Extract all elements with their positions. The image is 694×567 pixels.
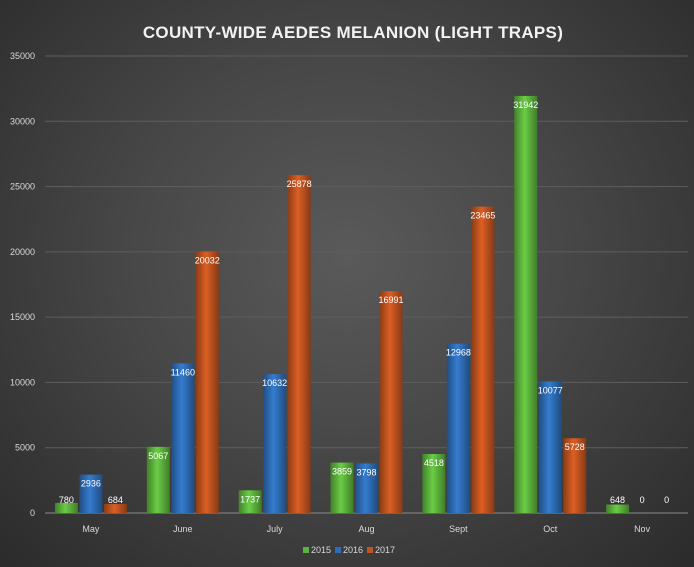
bar-2015-may [54, 502, 78, 513]
legend: 2015 2016 2017 [303, 545, 395, 555]
x-tick-label: May [82, 524, 100, 534]
data-label: 5728 [565, 442, 585, 452]
y-tick-label: 30000 [10, 116, 35, 126]
x-tick-label: Sept [449, 524, 468, 534]
legend-label-2017: 2017 [375, 545, 395, 555]
chart-title: COUNTY-WIDE AEDES MELANION (LIGHT TRAPS) [143, 23, 563, 42]
bar-2015-june [146, 446, 170, 513]
gridlines [45, 55, 688, 514]
data-label: 10632 [262, 378, 287, 388]
data-label: 2936 [81, 479, 101, 489]
bars [54, 95, 630, 514]
data-label: 4518 [424, 458, 444, 468]
bar-2017-june [195, 251, 219, 513]
bar-2016-sept [446, 343, 470, 513]
y-tick-label: 35000 [10, 51, 35, 61]
data-labels: 780 2936 684 5067 11460 20032 1737 10632 25878 38… [59, 100, 669, 505]
data-label: 5067 [148, 451, 168, 461]
bar-2015-sept [422, 454, 446, 513]
data-label: 11460 [171, 367, 195, 377]
bar-2017-sept [471, 206, 495, 513]
y-tick-label: 5000 [15, 443, 35, 453]
x-tick-label: July [267, 524, 284, 534]
legend-swatch-2017 [367, 547, 373, 553]
x-tick-label: Aug [358, 524, 374, 534]
data-label: 12968 [446, 348, 471, 358]
data-label: 3859 [332, 467, 352, 477]
data-label: 10077 [538, 385, 563, 395]
data-label: 23465 [470, 211, 495, 221]
data-label: 3798 [356, 467, 376, 477]
x-tick-label: Oct [543, 524, 558, 534]
y-tick-label: 0 [30, 508, 35, 518]
bar-2016-oct [538, 381, 562, 513]
data-label: 20032 [195, 255, 220, 265]
data-label: 1737 [240, 494, 260, 504]
bar-2015-nov [606, 504, 630, 513]
bar-2017-aug [379, 291, 403, 513]
bar-2016-july [263, 374, 287, 513]
bar-2015-july [238, 490, 262, 513]
data-label: 780 [59, 495, 74, 505]
legend-label-2015: 2015 [311, 545, 331, 555]
bar-2016-june [171, 363, 195, 513]
data-label: 16991 [378, 295, 403, 305]
bar-2016-may [79, 474, 103, 513]
data-label: 31942 [513, 100, 538, 110]
bar-2017-july [287, 175, 311, 514]
y-axis-ticks: 0 5000 10000 15000 20000 25000 30000 35000 [10, 51, 35, 518]
y-tick-label: 25000 [10, 182, 35, 192]
x-tick-label: Nov [634, 524, 651, 534]
x-axis-ticks: May June July Aug Sept Oct Nov [82, 524, 650, 534]
y-tick-label: 15000 [10, 312, 35, 322]
bar-2016-aug [355, 463, 378, 513]
legend-label-2016: 2016 [343, 545, 363, 555]
bar-2017-oct [563, 438, 587, 513]
data-label: 684 [108, 495, 123, 505]
data-label: 0 [664, 495, 669, 505]
bar-2015-oct [514, 95, 538, 513]
legend-swatch-2016 [335, 547, 341, 553]
legend-swatch-2015 [303, 547, 309, 553]
bar-2015-aug [330, 462, 354, 513]
data-label: 25878 [287, 179, 312, 189]
x-tick-label: June [173, 524, 193, 534]
bar-2017-may [103, 504, 127, 513]
data-label: 0 [640, 495, 645, 505]
y-tick-label: 10000 [10, 377, 35, 387]
y-tick-label: 20000 [10, 247, 35, 257]
data-label: 648 [610, 495, 625, 505]
